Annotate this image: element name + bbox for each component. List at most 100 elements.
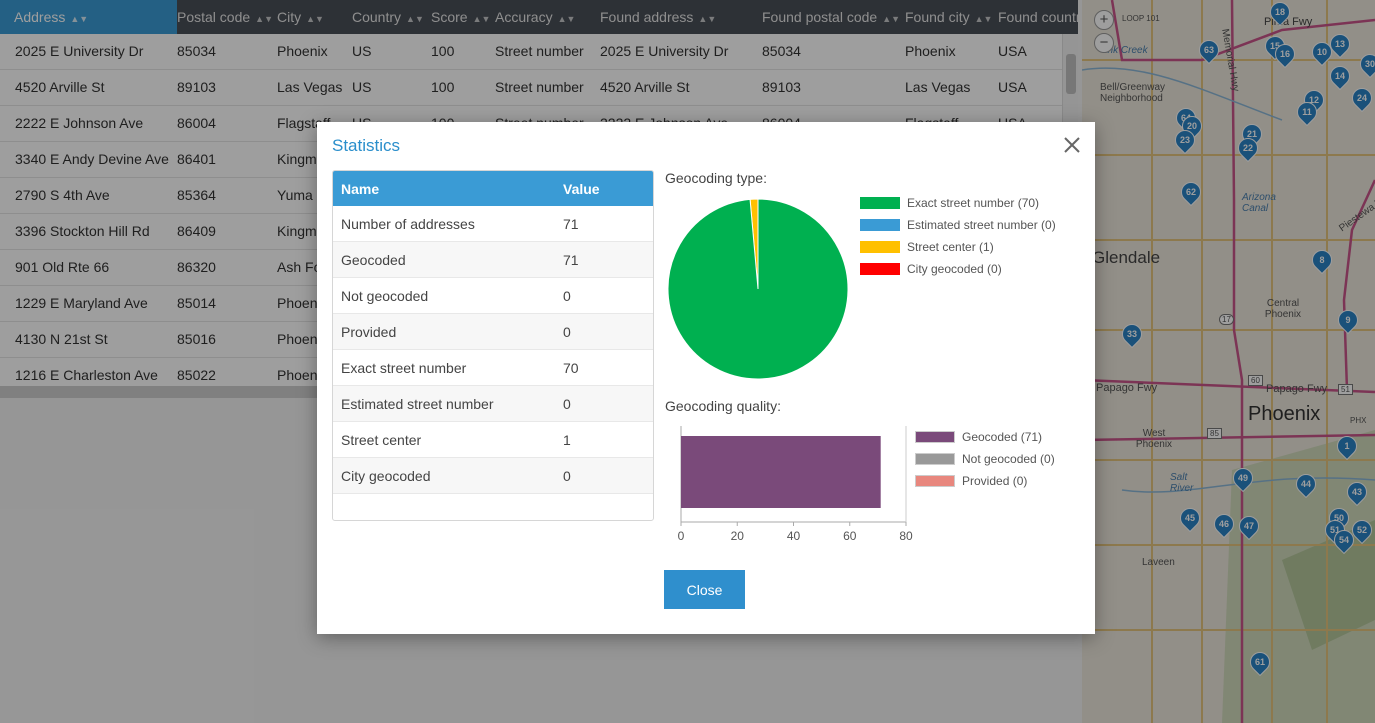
table-row: Number of addresses 71 xyxy=(333,206,653,242)
map-label: Laveen xyxy=(1142,557,1175,568)
legend-label: Geocoded (71) xyxy=(962,430,1043,444)
zoom-out-button[interactable]: − xyxy=(1094,33,1114,53)
map-label: Papago Fwy xyxy=(1096,382,1158,394)
map[interactable]: Pima Fwy LOOP 101 Memorial Hwy unk Creek… xyxy=(1082,0,1375,723)
table-cell: 85016 xyxy=(177,331,216,347)
grid-header: Address ▲▼ Postal code ▲▼ City ▲▼ Country ▲▼ Sco… xyxy=(0,0,1078,34)
table-cell: 2025 E University Dr xyxy=(15,43,144,59)
sort-icon[interactable]: ▲▼ xyxy=(306,14,324,24)
sort-icon[interactable]: ▲▼ xyxy=(70,14,89,24)
zoom-in-button[interactable]: + xyxy=(1094,10,1114,30)
table-cell: 89103 xyxy=(762,79,801,95)
column-header[interactable]: Country ▲▼ xyxy=(352,0,424,34)
column-header[interactable]: Found postal code ▲▼ xyxy=(762,0,900,34)
map-label: unk Creek xyxy=(1102,45,1148,56)
table-cell: Las Vegas xyxy=(905,79,971,95)
sort-icon[interactable]: ▲▼ xyxy=(974,14,993,24)
x-tick-label: 0 xyxy=(678,529,685,543)
column-header-label: City xyxy=(277,9,302,25)
sort-icon[interactable]: ▲▼ xyxy=(255,14,273,24)
column-header[interactable]: Found address ▲▼ xyxy=(600,0,716,34)
statistics-table: Name Value Number of addresses 71 Geocoded… xyxy=(332,170,654,521)
column-header-label: Found address xyxy=(600,9,694,25)
table-cell: 86320 xyxy=(177,259,216,275)
column-header-label: Address xyxy=(14,9,66,25)
statistics-dialog: Statistics Name Value Number of addresse… xyxy=(317,122,1095,634)
pie-slice xyxy=(667,198,849,380)
map-label: Phoenix xyxy=(1248,403,1321,425)
table-cell: 100 xyxy=(431,43,455,59)
sort-icon[interactable]: ▲▼ xyxy=(557,14,576,24)
legend-swatch xyxy=(860,197,900,209)
statistic-name: Exact street number xyxy=(333,349,555,386)
table-cell: 901 Old Rte 66 xyxy=(15,259,110,275)
table-cell: 100 xyxy=(431,79,455,95)
sort-icon[interactable]: ▲▼ xyxy=(698,14,717,24)
column-header-name: Name xyxy=(333,171,555,206)
sort-icon[interactable]: ▲▼ xyxy=(472,14,491,24)
table-cell: 86401 xyxy=(177,151,216,167)
map-label: Neighborhood xyxy=(1100,93,1163,104)
statistic-value: 0 xyxy=(555,277,653,314)
column-header[interactable]: Accuracy ▲▼ xyxy=(495,0,575,34)
column-header-label: Country xyxy=(352,9,402,25)
table-cell: Street number xyxy=(495,43,584,59)
legend-label: City geocoded (0) xyxy=(907,262,1002,276)
column-header[interactable]: Address ▲▼ xyxy=(0,0,177,34)
table-cell: Phoenix xyxy=(277,43,328,59)
sort-icon[interactable]: ▲▼ xyxy=(882,14,901,24)
column-header-label: Found city xyxy=(905,9,970,25)
table-cell: 86004 xyxy=(177,115,216,131)
table-cell: Las Vegas xyxy=(277,79,343,95)
statistic-value: 0 xyxy=(555,457,653,494)
map-label: PHX xyxy=(1350,416,1367,425)
dialog-title: Statistics xyxy=(332,136,401,155)
geocoding-type-title: Geocoding type: xyxy=(665,170,767,186)
statistic-value: 71 xyxy=(555,241,653,278)
table-cell: US xyxy=(352,43,372,59)
sort-icon[interactable]: ▲▼ xyxy=(406,14,424,24)
column-header-label: Found country xyxy=(998,9,1078,25)
legend-label: Not geocoded (0) xyxy=(962,452,1055,466)
table-row[interactable]: 2025 E University Dr 85034 Phoenix US 100 Str… xyxy=(0,34,1062,70)
column-header[interactable]: Postal code ▲▼ xyxy=(177,0,273,34)
legend-swatch xyxy=(915,453,955,465)
close-icon[interactable] xyxy=(1061,134,1083,156)
column-header-value: Value xyxy=(555,171,653,206)
column-header[interactable]: Found city ▲▼ xyxy=(905,0,992,34)
table-cell: 3340 E Andy Devine Ave xyxy=(15,151,169,167)
table-cell: 2025 E University Dr xyxy=(600,43,729,59)
statistic-value: 0 xyxy=(555,385,653,422)
table-cell: Street number xyxy=(495,79,584,95)
table-cell: 2222 E Johnson Ave xyxy=(15,115,144,131)
statistic-name: Geocoded xyxy=(333,241,555,278)
table-row: Geocoded 71 xyxy=(333,241,653,278)
map-label: Arizona Canal xyxy=(1242,192,1276,214)
map-label: LOOP 101 xyxy=(1122,14,1160,23)
table-row: Estimated street number 0 xyxy=(333,385,653,422)
column-header-label: Postal code xyxy=(177,9,251,25)
column-header[interactable]: City ▲▼ xyxy=(277,0,324,34)
statistic-name: Not geocoded xyxy=(333,277,555,314)
column-header[interactable]: Found country xyxy=(998,0,1078,34)
table-cell: 1216 E Charleston Ave xyxy=(15,367,158,383)
table-cell: Phoenix xyxy=(277,331,328,347)
legend-swatch xyxy=(915,475,955,487)
legend-swatch xyxy=(860,263,900,275)
table-cell: 2790 S 4th Ave xyxy=(15,187,110,203)
table-cell: 1229 E Maryland Ave xyxy=(15,295,148,311)
table-row[interactable]: 4520 Arville St 89103 Las Vegas US 100 Street… xyxy=(0,70,1062,106)
statistic-name: Estimated street number xyxy=(333,385,555,422)
scrollbar-thumb[interactable] xyxy=(1066,54,1076,94)
column-header-label: Score xyxy=(431,9,468,25)
table-cell: 86409 xyxy=(177,223,216,239)
table-cell: 4520 Arville St xyxy=(600,79,690,95)
column-header[interactable]: Score ▲▼ xyxy=(431,0,490,34)
table-cell: USA xyxy=(998,79,1027,95)
map-label: Glendale xyxy=(1092,248,1161,267)
statistic-name: City geocoded xyxy=(333,457,555,494)
table-cell: US xyxy=(352,79,372,95)
close-button[interactable]: Close xyxy=(664,570,745,609)
map-base xyxy=(1082,0,1375,723)
map-label: Papago Fwy xyxy=(1266,383,1328,395)
